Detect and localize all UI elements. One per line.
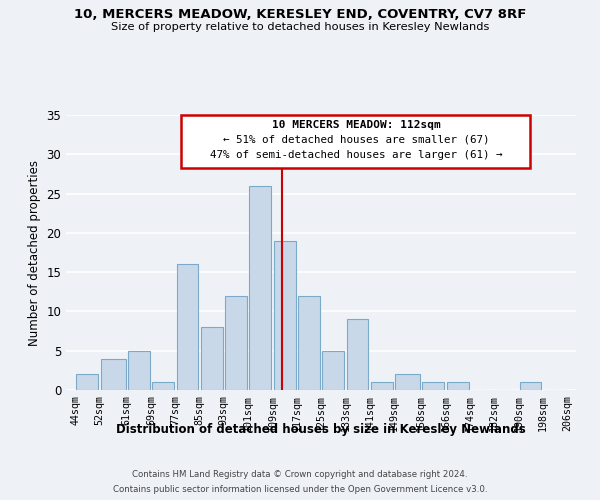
Text: Contains public sector information licensed under the Open Government Licence v3: Contains public sector information licen… <box>113 484 487 494</box>
Text: 10 MERCERS MEADOW: 112sqm: 10 MERCERS MEADOW: 112sqm <box>272 120 440 130</box>
Bar <box>181 115 530 168</box>
Text: 47% of semi-detached houses are larger (61) →: 47% of semi-detached houses are larger (… <box>209 150 502 160</box>
Text: Contains HM Land Registry data © Crown copyright and database right 2024.: Contains HM Land Registry data © Crown c… <box>132 470 468 479</box>
Text: Size of property relative to detached houses in Keresley Newlands: Size of property relative to detached ho… <box>111 22 489 32</box>
Bar <box>128 350 150 390</box>
Bar <box>446 382 469 390</box>
Bar <box>76 374 98 390</box>
Bar <box>422 382 444 390</box>
Text: 10, MERCERS MEADOW, KERESLEY END, COVENTRY, CV7 8RF: 10, MERCERS MEADOW, KERESLEY END, COVENT… <box>74 8 526 20</box>
Bar <box>225 296 247 390</box>
Bar <box>274 240 296 390</box>
Text: Distribution of detached houses by size in Keresley Newlands: Distribution of detached houses by size … <box>116 422 526 436</box>
Bar <box>101 358 125 390</box>
Bar <box>520 382 541 390</box>
Bar <box>322 350 344 390</box>
Bar <box>371 382 392 390</box>
Bar <box>347 320 368 390</box>
Bar <box>152 382 174 390</box>
Y-axis label: Number of detached properties: Number of detached properties <box>28 160 41 346</box>
Bar <box>201 327 223 390</box>
Bar <box>298 296 320 390</box>
Text: ← 51% of detached houses are smaller (67): ← 51% of detached houses are smaller (67… <box>223 135 489 145</box>
Bar <box>250 186 271 390</box>
Bar <box>395 374 420 390</box>
Bar <box>176 264 199 390</box>
